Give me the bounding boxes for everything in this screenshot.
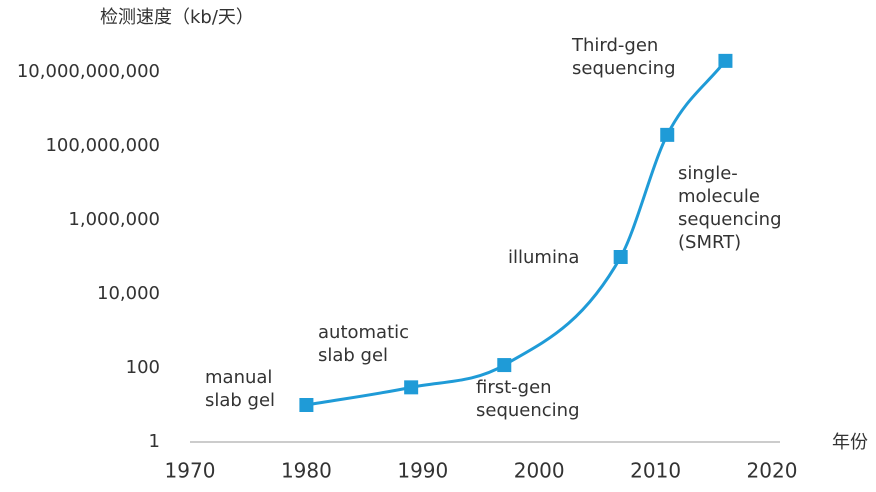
annotation: Third-gen [571,35,658,56]
annotation: single- [678,163,738,184]
annotation: sequencing [476,400,580,421]
annotation: slab gel [318,345,388,366]
marker [613,250,628,264]
y-tick-label: 10,000 [97,283,160,304]
annotation: slab gel [205,390,275,411]
annotation: manual [205,367,272,388]
marker [497,358,512,373]
x-tick-label: 1980 [281,459,332,483]
marker [718,53,733,68]
y-tick-label: 100 [126,357,160,378]
annotation: automatic [318,322,409,343]
y-axis-label: 检测速度（kb/天） [100,7,254,28]
marker [404,380,419,395]
x-tick-label: 2010 [630,459,681,483]
annotation: sequencing [572,58,676,79]
x-tick-label: 1970 [165,459,216,483]
annotation: first-gen [476,377,552,398]
annotation: illumina [508,247,579,268]
marker [660,127,675,142]
x-tick-label: 2000 [514,459,565,483]
annotation: sequencing [678,209,782,230]
marker [299,398,314,412]
y-tick-label: 10,000,000,000 [17,61,160,82]
annotation: (SMRT) [678,232,741,253]
x-axis-label: 年份 [832,432,868,453]
y-tick-label: 100,000,000 [45,135,160,156]
annotation: molecule [678,186,760,207]
x-tick-label: 1990 [397,459,448,483]
y-tick-label: 1,000,000 [68,209,160,230]
x-tick-label: 2020 [747,459,798,483]
y-tick-label: 1 [149,431,160,452]
